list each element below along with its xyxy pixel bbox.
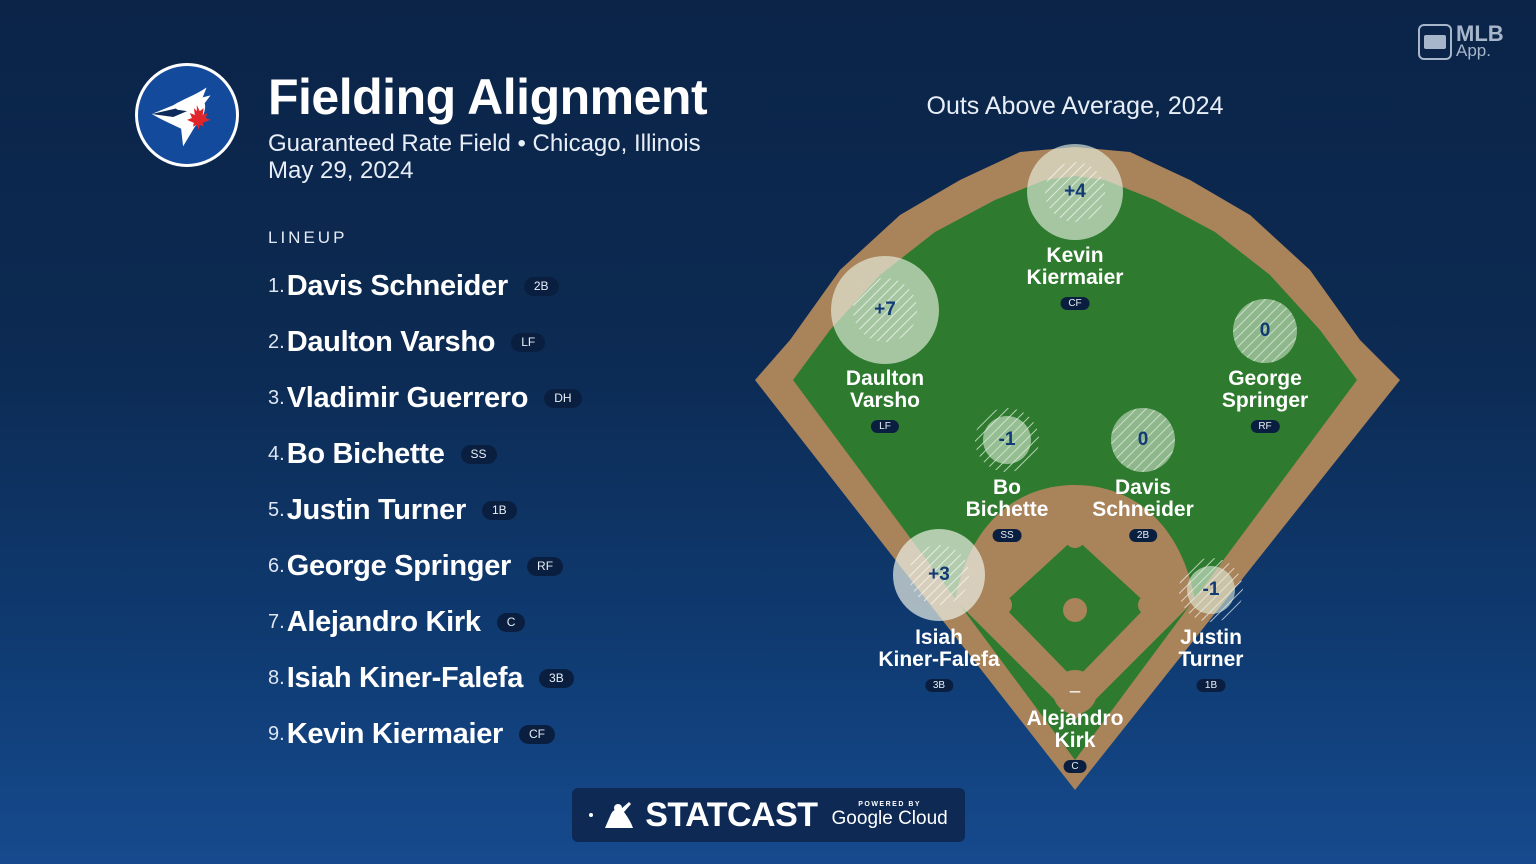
- chart-title: Outs Above Average, 2024: [926, 92, 1224, 120]
- oaa-circle-1b: [1179, 558, 1243, 622]
- mlb-logo-icon: [1418, 24, 1452, 60]
- venue-subtitle: Guaranteed Rate Field • Chicago, Illinoi…: [268, 130, 701, 157]
- lineup-item: 9. Kevin Kiermaier CF: [268, 706, 582, 762]
- lineup-item: 4. Bo Bichette SS: [268, 426, 582, 482]
- oaa-value-rf: 0: [1259, 320, 1271, 341]
- position-badge: CF: [519, 724, 556, 744]
- position-badge: C: [1063, 760, 1087, 773]
- position-badge: 2B: [1128, 529, 1158, 542]
- player-label-cf: Kevin Kiermaier CF: [1026, 244, 1124, 310]
- player-label-rf: George Springer RF: [1221, 367, 1309, 433]
- team-logo: [135, 63, 239, 167]
- lineup-item: 3. Vladimir Guerrero DH: [268, 370, 582, 426]
- position-badge: RF: [527, 556, 564, 576]
- oaa-circle-3b: [893, 529, 985, 621]
- position-badge: 2B: [523, 276, 559, 296]
- position-badge: LF: [871, 420, 899, 433]
- oaa-value-lf: +7: [874, 299, 896, 320]
- position-badge: LF: [511, 332, 546, 352]
- oaa-value-1b: -1: [1202, 579, 1220, 600]
- pitchers-mound: [1063, 598, 1087, 622]
- mlb-batter-icon: [605, 802, 634, 828]
- game-date: May 29, 2024: [268, 157, 414, 184]
- lineup-item: 8. Isiah Kiner-Falefa 3B: [268, 650, 582, 706]
- oaa-value-cf: +4: [1064, 181, 1086, 202]
- position-badge: 3B: [924, 679, 954, 692]
- oaa-value-2b: 0: [1137, 429, 1149, 450]
- player-label-1b: Justin Turner 1B: [1178, 626, 1244, 692]
- oaa-circle-cf: [1027, 144, 1123, 240]
- lineup-item: 1. Davis Schneider 2B: [268, 258, 582, 314]
- statcast-wordmark: STATCAST: [645, 795, 818, 834]
- player-label-ss: Bo Bichette SS: [965, 476, 1049, 542]
- lineup-list: 1. Davis Schneider 2B 2. Daulton Varsho LF 3…: [268, 258, 582, 762]
- oaa-circle-ss: [975, 408, 1039, 472]
- position-badge: 3B: [539, 668, 574, 688]
- lineup-header: LINEUP: [268, 228, 348, 247]
- position-badge: RF: [1250, 420, 1280, 433]
- page-title: Fielding Alignment: [268, 69, 708, 125]
- home-plate-circle: [1053, 670, 1097, 714]
- player-label-c: Alejandro Kirk C: [1026, 707, 1124, 773]
- position-badge: CF: [1060, 297, 1090, 310]
- lineup-item: 7. Alejandro Kirk C: [268, 594, 582, 650]
- oaa-circle-2b: [1111, 408, 1175, 472]
- powered-by: POWERED BY Google Cloud: [831, 800, 948, 829]
- blue-jay-icon: [151, 87, 211, 147]
- oaa-value-ss: -1: [998, 429, 1016, 450]
- oaa-value-3b: +3: [928, 564, 950, 585]
- mlb-app-logo: MLB App.: [1418, 23, 1504, 60]
- lineup-item: 5. Justin Turner 1B: [268, 482, 582, 538]
- oaa-circle-lf: [831, 256, 939, 364]
- position-badge: 1B: [481, 500, 517, 520]
- position-badge: DH: [544, 388, 582, 408]
- position-badge: SS: [992, 529, 1022, 542]
- player-label-lf: Daulton Varsho LF: [845, 367, 925, 433]
- position-badge: SS: [460, 444, 497, 464]
- player-label-2b: Davis Schneider 2B: [1092, 476, 1194, 542]
- position-badge: 1B: [1196, 679, 1226, 692]
- player-label-3b: Isiah Kiner-Falefa 3B: [878, 626, 1000, 692]
- oaa-value-c: –: [1069, 681, 1081, 702]
- oaa-circle-rf: [1233, 299, 1297, 363]
- lineup-item: 6. George Springer RF: [268, 538, 582, 594]
- position-badge: C: [496, 612, 526, 632]
- lineup-item: 2. Daulton Varsho LF: [268, 314, 582, 370]
- statcast-banner: STATCAST POWERED BY Google Cloud: [572, 788, 965, 842]
